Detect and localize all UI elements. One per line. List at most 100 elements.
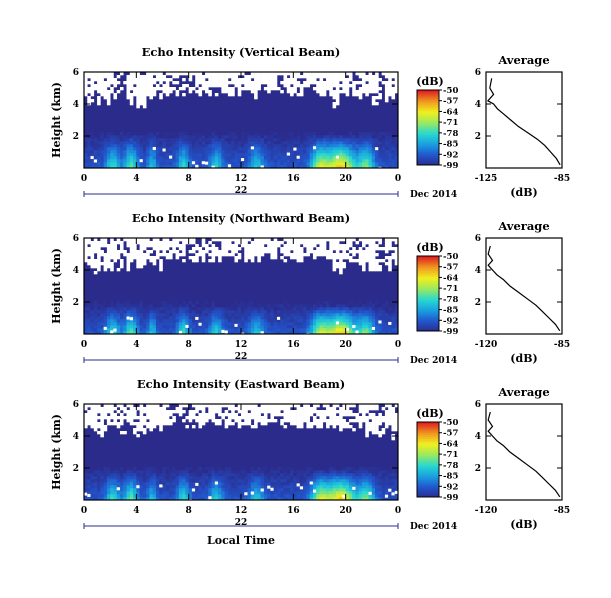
heatmap-cell xyxy=(113,491,118,495)
heatmap-cell xyxy=(286,491,291,495)
heatmap-cell xyxy=(126,488,131,492)
colorbar-segment xyxy=(417,146,439,149)
heatmap-cell xyxy=(365,84,369,88)
heatmap-cell xyxy=(355,147,360,151)
heatmap-cell xyxy=(234,250,239,254)
heatmap-cell xyxy=(169,138,173,142)
heatmap-cell xyxy=(201,319,206,323)
heatmap-cell xyxy=(257,144,261,148)
heatmap-cell xyxy=(384,331,389,335)
heatmap-cell xyxy=(270,135,275,139)
heatmap-cell xyxy=(368,262,373,266)
heatmap-cell xyxy=(352,324,356,328)
heatmap-cell xyxy=(319,244,324,248)
heatmap-cell xyxy=(188,75,193,79)
heatmap-cell xyxy=(195,407,199,411)
heatmap-cell xyxy=(270,497,275,501)
heatmap-cell xyxy=(273,476,278,480)
heatmap-cell xyxy=(286,141,291,145)
heatmap-cell xyxy=(335,81,340,85)
heatmap-cell xyxy=(260,470,265,474)
heatmap-cell xyxy=(342,138,346,142)
heatmap-cell xyxy=(182,244,186,248)
heatmap-cell xyxy=(195,304,199,308)
heatmap-cell xyxy=(254,422,258,426)
heatmap-cell xyxy=(224,422,229,426)
heatmap-cell xyxy=(234,156,239,160)
heatmap-cell xyxy=(306,162,310,166)
heatmap-cell xyxy=(110,153,114,157)
heatmap-cell xyxy=(87,328,91,332)
heatmap-cell xyxy=(218,259,222,263)
heatmap-cell xyxy=(165,238,170,242)
heatmap-cell xyxy=(362,138,366,142)
heatmap-cell xyxy=(93,422,98,426)
heatmap-cell xyxy=(195,75,199,79)
heatmap-cell xyxy=(237,488,242,492)
heatmap-cell xyxy=(221,72,225,76)
heatmap-cell xyxy=(329,491,333,495)
heatmap-cell xyxy=(136,259,140,263)
heatmap-cell xyxy=(381,322,386,326)
heatmap-cell xyxy=(100,153,104,157)
heatmap-cell xyxy=(362,304,366,308)
heatmap-cell xyxy=(162,473,167,477)
heatmap-cell xyxy=(342,262,346,266)
heatmap-cell xyxy=(106,328,111,332)
heatmap-cell xyxy=(257,301,261,305)
heatmap-cell xyxy=(234,494,239,498)
heatmap-cell xyxy=(273,319,278,323)
heatmap-cell xyxy=(257,482,261,486)
heatmap-cell xyxy=(139,156,144,160)
heatmap-cell xyxy=(93,159,98,163)
heatmap-cell xyxy=(319,425,324,429)
heatmap-cell xyxy=(195,81,199,85)
heatmap-cell xyxy=(241,81,245,85)
heatmap-cell xyxy=(159,301,163,305)
heatmap-cell xyxy=(365,241,369,245)
heatmap-cell xyxy=(123,473,127,477)
heatmap-cell xyxy=(152,87,157,91)
heatmap-cell xyxy=(146,135,150,139)
colorbar-unit: (dB) xyxy=(416,241,443,254)
heatmap-cell xyxy=(355,301,360,305)
heatmap-cell xyxy=(221,159,225,163)
heatmap-cell xyxy=(273,241,278,245)
heatmap-cell xyxy=(348,138,353,142)
heatmap-cell xyxy=(195,144,199,148)
heatmap-cell xyxy=(273,147,278,151)
heatmap-cell xyxy=(110,165,114,169)
heatmap-cell xyxy=(155,307,160,311)
heatmap-cell xyxy=(303,159,307,163)
heatmap-cell xyxy=(90,150,95,154)
heatmap-cell xyxy=(152,307,157,311)
heatmap-cell xyxy=(188,322,193,326)
heatmap-cell xyxy=(221,316,225,320)
heatmap-cell xyxy=(87,153,91,157)
heatmap-cell xyxy=(182,322,186,326)
heatmap-cell xyxy=(368,135,373,139)
heatmap-cell xyxy=(100,87,104,91)
heatmap-cell xyxy=(90,165,95,169)
heatmap-cell xyxy=(339,319,343,323)
heatmap-cell xyxy=(142,99,147,103)
heatmap-cell xyxy=(348,156,353,160)
heatmap-cell xyxy=(106,162,111,166)
heatmap-cell xyxy=(208,253,212,257)
heatmap-cell xyxy=(290,328,294,332)
heatmap-cell xyxy=(290,301,294,305)
heatmap-cell xyxy=(267,307,271,311)
heatmap-cell xyxy=(312,301,317,305)
heatmap-cell xyxy=(155,138,160,142)
heatmap-cell xyxy=(244,304,248,308)
heatmap-cell xyxy=(178,476,183,480)
heatmap-cell xyxy=(293,238,297,242)
heatmap-cell xyxy=(303,497,307,501)
heatmap-cell xyxy=(234,301,239,305)
heatmap-cell xyxy=(280,159,284,163)
heatmap-cell xyxy=(335,307,340,311)
heatmap-cell xyxy=(276,488,281,492)
heatmap-cell xyxy=(152,141,157,145)
heatmap-cell xyxy=(296,494,301,498)
heatmap-cell xyxy=(224,250,229,254)
